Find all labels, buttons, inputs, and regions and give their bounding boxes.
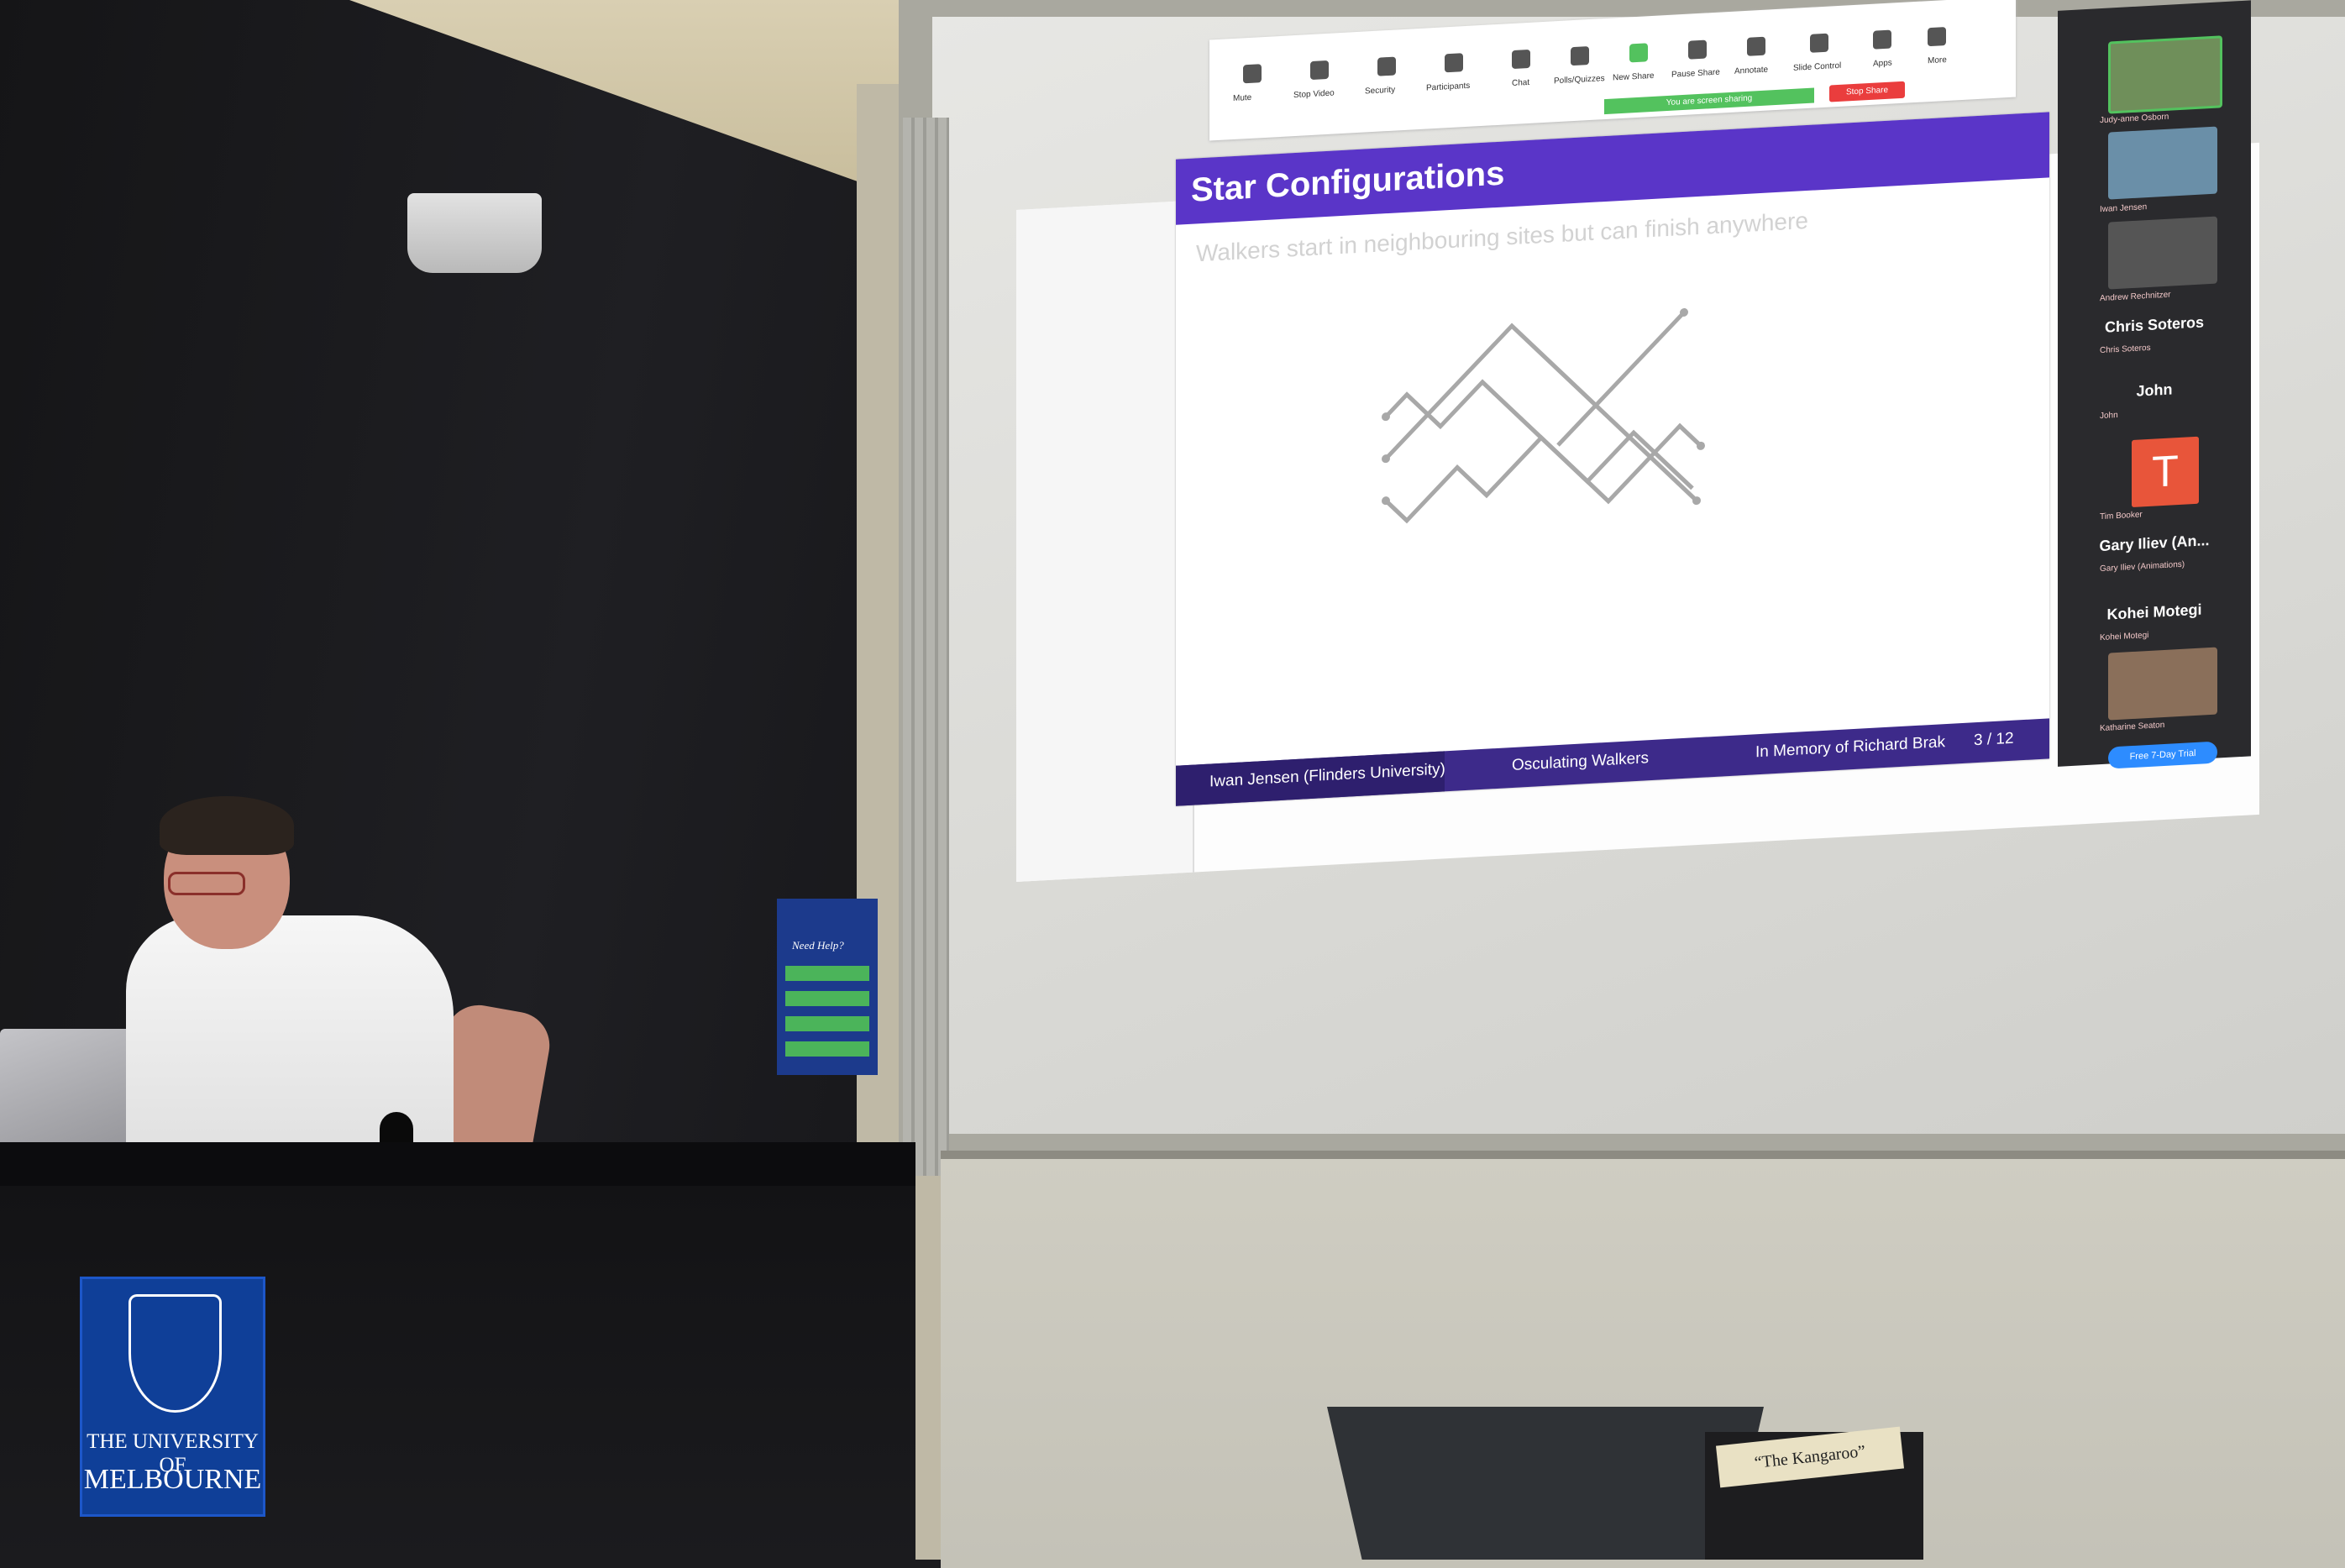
toolbar-more[interactable]: More [1928,55,1947,66]
glasses [168,872,245,895]
zoom-participants-panel: Judy-anne Osborn Iwan Jensen Andrew Rech… [2058,0,2251,769]
stop-share-button[interactable]: Stop Share [1829,81,1905,102]
slide: Star Configurations Walkers start in nei… [1176,112,2049,806]
toolbar-security[interactable]: Security [1365,85,1396,97]
participant-label-7: Gary Iliev (Animations) [2100,559,2185,574]
toolbar-pause-share[interactable]: Pause Share [1671,67,1720,80]
participant-name-7: Gary Iliev (An... [2099,532,2210,555]
footer-talk-title: Osculating Walkers [1512,749,1649,775]
toolbar-chat[interactable]: Chat [1512,77,1530,89]
footer-dedication: In Memory of Richard Brak [1755,733,1945,762]
footer-page-number: 3 / 12 [1974,729,2014,750]
projected-display: Mute Stop Video Security Participants Ch… [1016,0,2259,882]
participant-video-9[interactable] [2108,647,2217,721]
polls-icon[interactable] [1571,46,1589,66]
toolbar-participants[interactable]: Participants [1426,81,1471,93]
help-bar [785,991,869,1006]
participants-icon[interactable] [1445,53,1463,73]
slide-sidebar [1016,200,1194,882]
share-icon[interactable] [1629,43,1648,63]
participant-label-3: Andrew Rechnitzer [2100,290,2171,304]
walker-path-2 [1384,323,1698,502]
walker-start-3 [1382,496,1390,506]
participant-label-9: Katharine Seaton [2100,720,2165,734]
toolbar-polls[interactable]: Polls/Quizzes [1554,74,1605,87]
walker-start-2 [1382,454,1390,464]
walker-start-1 [1382,412,1390,422]
help-bar [785,966,869,981]
toolbar-mute[interactable]: Mute [1233,92,1252,104]
participant-label-2: Iwan Jensen [2100,202,2148,215]
toolbar-annotate[interactable]: Annotate [1734,65,1769,76]
walker-end-2 [1692,496,1701,506]
help-bar [785,1041,869,1057]
toolbar-slide-control[interactable]: Slide Control [1793,60,1842,73]
help-poster: Need Help? [777,899,878,1075]
pause-icon[interactable] [1688,39,1707,60]
chat-icon[interactable] [1512,49,1530,70]
participant-label-1: Judy-anne Osborn [2100,112,2169,126]
walker-path-5 [1556,311,1686,447]
help-bar [785,1016,869,1031]
university-logo: THE UNIVERSITY OF MELBOURNE [80,1277,265,1517]
toolbar-new-share[interactable]: New Share [1613,71,1655,83]
microphone-icon[interactable] [1243,64,1262,84]
walker-end-3 [1697,441,1705,450]
storage-bin [1327,1407,1764,1560]
logo-text-line1: THE UNIVERSITY OF [87,1430,259,1476]
participant-video-1[interactable] [2108,35,2222,114]
apps-icon[interactable] [1873,29,1891,50]
participant-avatar[interactable]: T [2132,436,2199,508]
participant-name-8: Kohei Motegi [2106,600,2202,623]
speaker-hair [160,796,294,855]
participant-label-6: Tim Booker [2100,510,2143,522]
participant-label-4: Chris Soteros [2100,343,2151,356]
shield-icon[interactable] [1377,56,1396,76]
projector [407,193,542,273]
help-poster-title: Need Help? [792,939,844,952]
slide-control-icon[interactable] [1810,33,1828,53]
participant-label-8: Kohei Motegi [2100,630,2149,643]
walker-path-1 [1384,379,1694,490]
toolbar-apps[interactable]: Apps [1873,58,1892,69]
crest-icon [129,1294,222,1413]
video-icon[interactable] [1310,60,1329,81]
participant-name-4: Chris Soteros [2104,313,2205,336]
more-icon[interactable] [1928,27,1946,47]
participant-video-2[interactable] [2108,126,2217,200]
screen-curtain [903,118,949,1176]
sharing-banner: You are screen sharing [1604,87,1814,115]
walkers-diagram [1382,307,1705,524]
lectern-top [0,1142,915,1186]
participant-name-5: John [2136,380,2173,400]
participant-video-3[interactable] [2108,216,2217,290]
toolbar-stop-video[interactable]: Stop Video [1293,88,1335,101]
pen-icon[interactable] [1747,36,1765,56]
walker-end-1 [1680,307,1688,317]
logo-text-line2: MELBOURNE [83,1464,262,1495]
participant-label-5: John [2100,410,2118,422]
walker-path-3 [1384,422,1702,524]
